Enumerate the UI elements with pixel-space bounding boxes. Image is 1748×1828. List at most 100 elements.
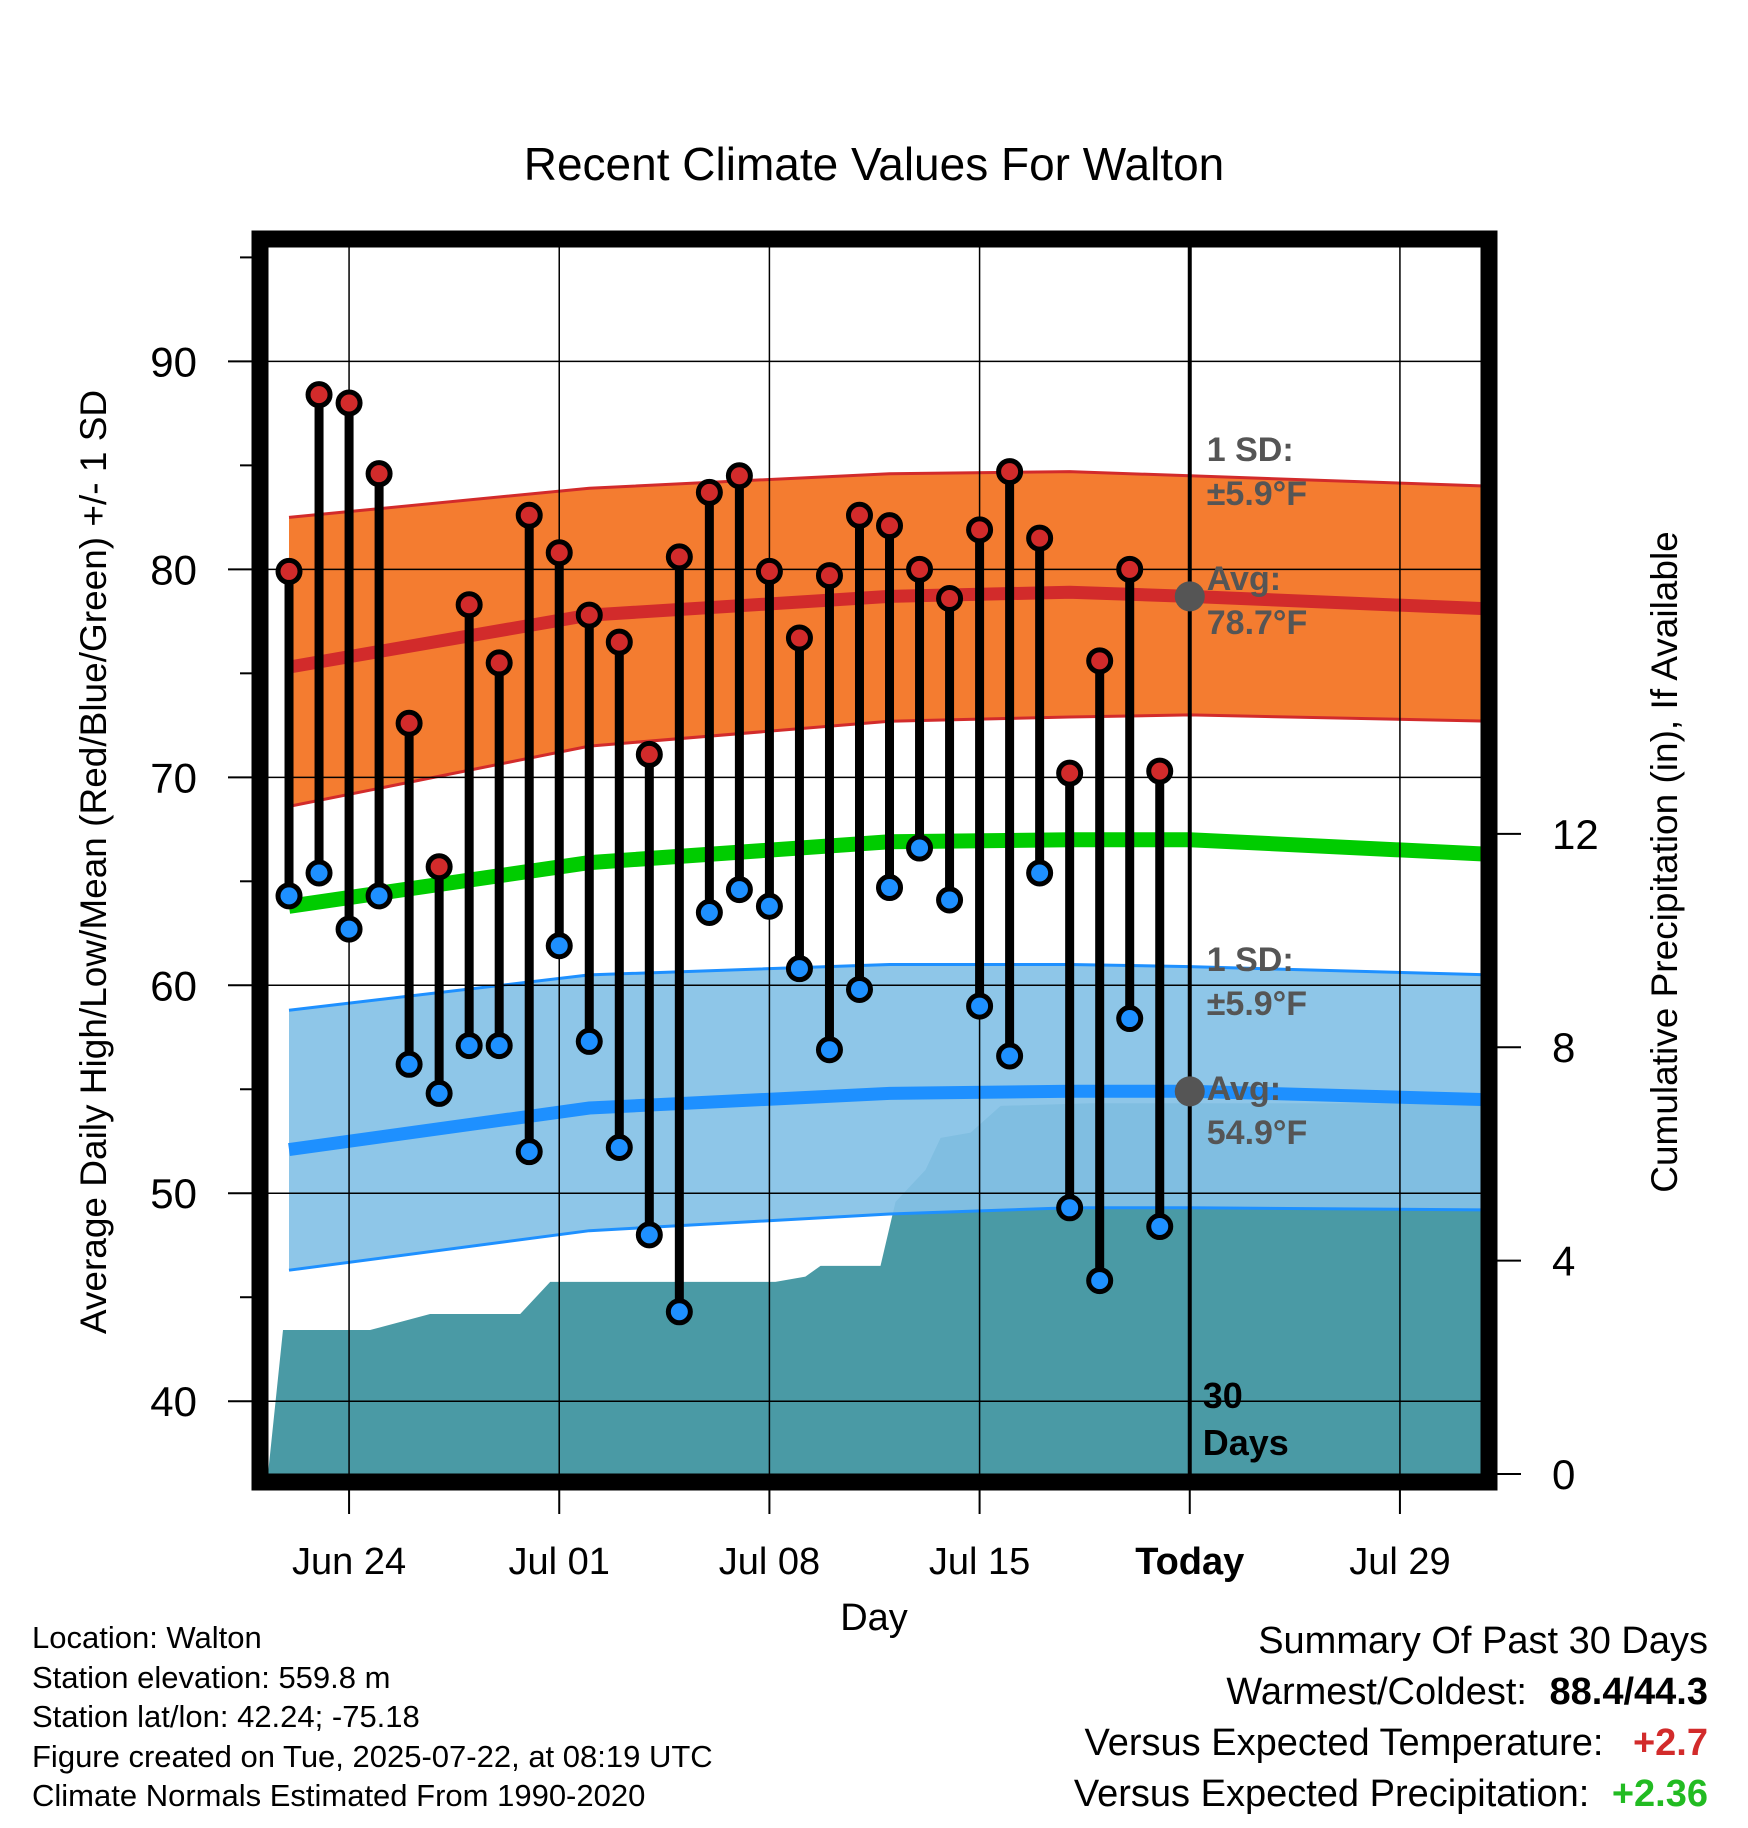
daily-high-point	[485, 649, 513, 677]
daily-high-point	[395, 709, 423, 737]
daily-low-point	[906, 834, 934, 862]
daily-high-point	[425, 853, 453, 881]
temp-row: Versus Expected Temperature: +2.7	[1074, 1718, 1708, 1769]
daily-high-point	[545, 539, 573, 567]
daily-low-point	[966, 992, 994, 1020]
high-sd-label: 1 SD:	[1207, 431, 1294, 469]
left-axis-label: 60	[150, 962, 197, 1009]
daily-low-point	[335, 915, 363, 943]
precip-row: Versus Expected Precipitation: +2.36	[1074, 1769, 1708, 1820]
daily-low-point	[425, 1079, 453, 1107]
daily-low-point	[845, 975, 873, 1003]
right-axis-title: Cumulative Precipitation (in), If Availa…	[1644, 531, 1685, 1193]
today-high-avg-marker	[1174, 581, 1205, 612]
summary-heading: Summary Of Past 30 Days	[1258, 1620, 1708, 1662]
daily-low-point	[785, 955, 813, 983]
daily-high-point	[845, 501, 873, 529]
daily-high-point	[1116, 555, 1144, 583]
daily-low-point	[455, 1032, 483, 1060]
low-sd-value: ±5.9°F	[1207, 985, 1307, 1023]
daily-high-point	[575, 601, 603, 629]
left-axis-label: 70	[150, 754, 197, 801]
daily-high-point	[695, 478, 723, 506]
right-axis-label: 4	[1552, 1238, 1575, 1285]
today-low-avg-marker	[1174, 1076, 1205, 1107]
daily-high-point	[966, 516, 994, 544]
daily-low-point	[635, 1221, 663, 1249]
right-axis-label: 8	[1552, 1024, 1575, 1071]
high-avg-label: Avg:	[1207, 560, 1281, 598]
daily-low-point	[695, 898, 723, 926]
daily-low-point	[1026, 859, 1054, 887]
right-axis-label: 12	[1552, 811, 1599, 858]
today-days-number: 30	[1203, 1375, 1243, 1416]
daily-high-point	[996, 458, 1024, 486]
daily-low-point	[876, 874, 904, 902]
daily-high-point	[605, 628, 633, 656]
daily-low-point	[305, 859, 333, 887]
daily-low-point	[996, 1042, 1024, 1070]
right-axis-label: 0	[1552, 1451, 1575, 1498]
daily-high-point	[876, 512, 904, 540]
precip-value: +2.36	[1611, 1773, 1708, 1815]
summary-panel: Summary Of Past 30 Days Warmest/Coldest:…	[1074, 1616, 1708, 1820]
daily-low-point	[815, 1036, 843, 1064]
daily-high-point	[635, 740, 663, 768]
daily-high-point	[755, 557, 783, 585]
daily-low-point	[605, 1133, 633, 1161]
daily-high-point	[365, 460, 393, 488]
chart-title: Recent Climate Values For Walton	[524, 138, 1225, 190]
low-avg-label: Avg:	[1207, 1070, 1281, 1108]
daily-low-point	[1056, 1194, 1084, 1222]
daily-low-point	[545, 932, 573, 960]
daily-high-point	[1146, 757, 1174, 785]
warm-cold-row: Warmest/Coldest: 88.4/44.3	[1074, 1667, 1708, 1718]
temp-value: +2.7	[1632, 1722, 1708, 1764]
daily-low-point	[395, 1050, 423, 1078]
daily-high-point	[1026, 524, 1054, 552]
daily-low-point	[485, 1032, 513, 1060]
precip-label: Versus Expected Precipitation:	[1073, 1773, 1590, 1815]
station-info: Location: Walton Station elevation: 559.…	[32, 1618, 713, 1816]
daily-low-point	[365, 882, 393, 910]
daily-low-point	[1086, 1267, 1114, 1295]
elevation-text: Station elevation: 559.8 m	[32, 1659, 391, 1695]
low-sd-label: 1 SD:	[1207, 941, 1294, 979]
daily-low-point	[515, 1138, 543, 1166]
created-text: Figure created on Tue, 2025-07-22, at 08…	[32, 1738, 713, 1774]
plot-frame	[251, 230, 1498, 1491]
daily-high-point	[1056, 759, 1084, 787]
daily-high-point	[936, 584, 964, 612]
left-axis-label: 80	[150, 546, 197, 593]
location-text: Location: Walton	[32, 1620, 262, 1655]
daily-high-point	[335, 389, 363, 417]
temp-label: Versus Expected Temperature:	[1084, 1722, 1604, 1764]
latlon-text: Station lat/lon: 42.24; -75.18	[32, 1699, 420, 1734]
left-axis-title: Average Daily High/Low/Mean (Red/Blue/Gr…	[73, 390, 114, 1334]
low-avg-value: 54.9°F	[1207, 1114, 1308, 1152]
x-axis-label: Jul 15	[929, 1541, 1030, 1583]
normals-text: Climate Normals Estimated From 1990-2020	[32, 1778, 646, 1813]
daily-low-point	[1116, 1005, 1144, 1033]
daily-low-point	[936, 886, 964, 914]
daily-high-point	[815, 562, 843, 590]
high-sd-value: ±5.9°F	[1207, 475, 1307, 513]
warm-cold-label: Warmest/Coldest:	[1226, 1671, 1527, 1713]
daily-low-point	[755, 892, 783, 920]
left-axis-label: 90	[150, 338, 197, 385]
daily-high-point	[305, 381, 333, 409]
daily-high-point	[906, 555, 934, 583]
daily-high-point	[275, 557, 303, 585]
daily-high-point	[785, 624, 813, 652]
today-days-word: Days	[1203, 1422, 1289, 1463]
warm-cold-value: 88.4/44.3	[1549, 1671, 1708, 1713]
daily-high-point	[1086, 647, 1114, 675]
x-axis-label: Jul 08	[719, 1541, 820, 1583]
daily-high-point	[665, 543, 693, 571]
daily-high-point	[725, 462, 753, 490]
daily-low-point	[1146, 1213, 1174, 1241]
x-axis-label: Jun 24	[292, 1541, 406, 1583]
x-axis-label: Jul 29	[1349, 1541, 1450, 1583]
left-axis-label: 50	[150, 1170, 197, 1217]
